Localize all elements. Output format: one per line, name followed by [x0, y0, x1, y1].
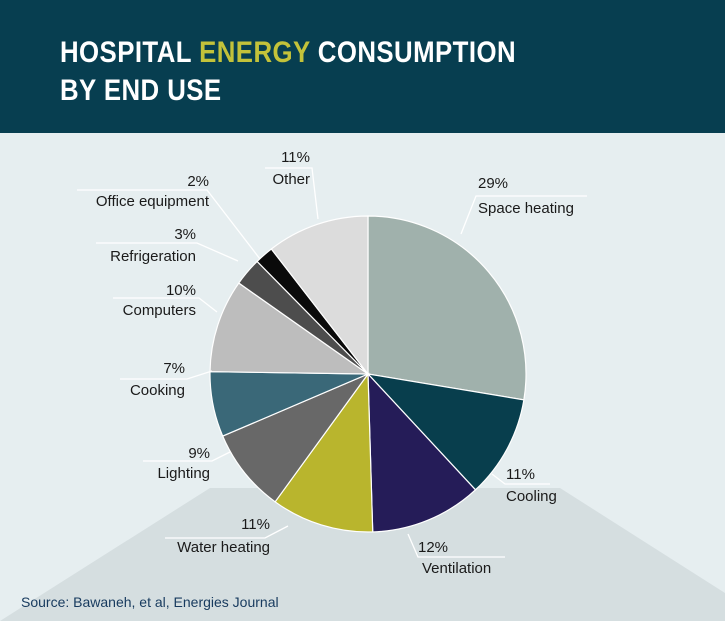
data-label-name-cooking: Cooking [130, 382, 185, 399]
leader-lines [77, 167, 587, 558]
data-label-name-office-equipment: Office equipment [96, 193, 210, 210]
pie-slice-ventilation [367, 372, 477, 533]
slice-labels: 29% Space heating 11% Cooling 12% Ventilation… [96, 149, 574, 577]
chart-title: HOSPITAL ENERGY CONSUMPTION BY END USE [60, 34, 516, 110]
data-label-pct-space-heating: 29% [478, 175, 508, 192]
leader-line-lighting [143, 451, 231, 462]
data-label-pct-cooking: 7% [163, 360, 185, 377]
data-label-pct-cooling: 11% [506, 466, 535, 483]
data-label-name-lighting: Lighting [157, 465, 210, 482]
pie-chart: 29% Space heating 11% Cooling 12% Ventilation… [0, 149, 725, 621]
leader-line-computers [113, 297, 218, 313]
data-label-pct-ventilation: 12% [418, 539, 448, 556]
title-highlight: ENERGY [199, 36, 311, 69]
data-label-pct-refrigeration: 3% [174, 226, 196, 243]
pie-slice-space-heating [367, 215, 527, 401]
data-label-name-space-heating: Space heating [478, 200, 574, 217]
data-label-name-refrigeration: Refrigeration [110, 248, 196, 265]
leader-line-space-heating [460, 195, 587, 235]
data-label-pct-water-heating: 11% [241, 516, 270, 533]
title-part2: CONSUMPTION [310, 36, 517, 69]
pie-slice-computers [209, 282, 370, 375]
data-label-pct-computers: 10% [166, 282, 196, 299]
data-label-pct-lighting: 9% [188, 445, 210, 462]
data-label-pct-other: 11% [281, 149, 310, 166]
title-part1: HOSPITAL [60, 36, 200, 69]
data-label-name-cooling: Cooling [506, 488, 557, 505]
pie-slice-other [270, 215, 369, 376]
data-label-name-ventilation: Ventilation [422, 560, 491, 577]
header-banner: HOSPITAL ENERGY CONSUMPTION BY END USE [0, 0, 725, 133]
pie-slice-cooling [366, 373, 525, 491]
pie-shadow [0, 488, 725, 621]
leader-line-water-heating [165, 525, 289, 539]
pie-slice-lighting [221, 372, 370, 503]
pie-slices [209, 215, 527, 533]
leader-line-other [265, 167, 319, 220]
title-line2: BY END USE [60, 74, 222, 107]
data-label-name-computers: Computers [123, 302, 196, 319]
leader-line-ventilation [407, 533, 505, 558]
leader-line-office-equipment [77, 189, 261, 260]
data-label-name-water-heating: Water heating [177, 539, 270, 556]
source-note: Source: Bawaneh, et al, Energies Journal [21, 594, 279, 610]
leader-line-cooking [120, 370, 213, 380]
data-label-name-other: Other [272, 171, 310, 188]
leader-line-refrigeration [96, 242, 239, 262]
data-label-pct-office-equipment: 2% [187, 173, 209, 190]
leader-line-cooling [491, 473, 550, 485]
pie-slice-water-heating [274, 372, 374, 533]
